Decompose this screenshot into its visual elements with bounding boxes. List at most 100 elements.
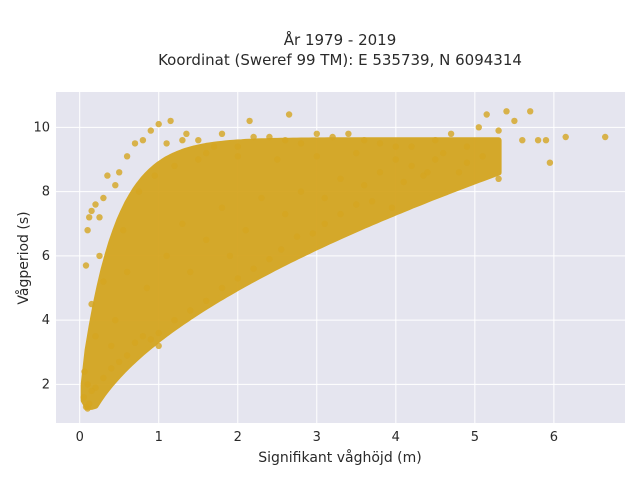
- data-point: [163, 140, 170, 147]
- data-point: [400, 178, 407, 186]
- data-point: [534, 137, 542, 144]
- x-tick-label: 3: [313, 430, 321, 445]
- data-point: [187, 307, 194, 314]
- y-axis-title: Vågperiod (s): [15, 211, 32, 304]
- data-point: [282, 210, 289, 218]
- data-point: [92, 333, 99, 340]
- data-point: [242, 227, 249, 234]
- data-points: [80, 108, 609, 412]
- data-point: [195, 137, 202, 144]
- data-point: [218, 130, 226, 137]
- data-point: [234, 275, 241, 282]
- data-point: [108, 365, 115, 372]
- data-point: [203, 236, 210, 243]
- chart-title-line-1: År 1979 - 2019: [284, 30, 397, 49]
- data-point: [96, 252, 103, 260]
- data-point: [285, 111, 293, 118]
- data-point: [376, 169, 384, 176]
- data-point: [408, 162, 415, 170]
- data-point: [131, 140, 139, 147]
- data-point: [123, 268, 131, 276]
- data-point: [432, 137, 439, 144]
- data-point: [274, 156, 281, 163]
- y-tick-label: 10: [33, 120, 50, 135]
- data-point: [511, 117, 518, 125]
- data-point: [96, 214, 103, 221]
- data-point: [82, 262, 90, 269]
- data-point: [147, 127, 154, 134]
- data-point: [234, 143, 241, 150]
- data-point: [368, 198, 376, 205]
- data-point: [353, 149, 360, 157]
- data-point: [100, 278, 107, 285]
- data-point: [455, 169, 463, 176]
- data-point: [86, 214, 93, 221]
- data-point: [376, 140, 384, 147]
- data-point: [104, 172, 111, 179]
- data-point: [167, 117, 174, 125]
- data-point: [226, 252, 234, 260]
- x-tick-label: 4: [392, 430, 400, 445]
- data-point: [171, 317, 178, 324]
- data-point: [313, 153, 320, 160]
- data-point: [282, 137, 289, 144]
- data-point: [88, 387, 95, 395]
- data-point: [463, 159, 471, 166]
- x-tick-label: 2: [234, 430, 242, 445]
- data-point: [337, 210, 344, 218]
- data-point: [361, 137, 368, 144]
- data-point: [408, 143, 415, 150]
- data-point: [503, 108, 510, 115]
- data-point: [112, 317, 119, 324]
- data-point: [218, 204, 226, 211]
- data-point: [203, 297, 210, 305]
- data-point: [246, 117, 253, 125]
- data-point: [139, 137, 147, 144]
- data-point: [250, 133, 257, 141]
- data-point: [108, 342, 115, 350]
- data-point: [353, 201, 360, 208]
- data-point: [151, 172, 158, 179]
- data-point: [147, 336, 154, 343]
- data-point: [100, 194, 107, 202]
- data-point: [131, 339, 139, 346]
- data-point: [179, 137, 186, 144]
- data-point: [183, 130, 190, 137]
- data-point: [81, 368, 88, 375]
- y-tick-label: 8: [42, 185, 50, 200]
- data-point: [203, 149, 210, 157]
- data-point: [163, 252, 170, 260]
- data-point: [123, 352, 131, 359]
- data-point: [483, 111, 490, 118]
- x-tick-label: 6: [550, 430, 558, 445]
- x-tick-label: 1: [155, 430, 163, 445]
- data-point: [278, 246, 285, 253]
- data-point: [266, 255, 273, 263]
- data-point: [392, 143, 399, 150]
- data-point: [293, 233, 301, 240]
- data-point: [562, 133, 569, 141]
- data-point: [519, 137, 526, 144]
- data-point: [329, 133, 336, 141]
- data-point: [297, 140, 305, 147]
- data-point: [210, 143, 218, 150]
- data-point: [92, 201, 99, 208]
- data-point: [321, 220, 328, 227]
- data-point: [392, 156, 399, 163]
- x-tick-label: 5: [471, 430, 479, 445]
- data-point: [321, 194, 328, 202]
- data-point: [155, 329, 162, 337]
- data-point: [546, 159, 554, 166]
- data-point: [495, 127, 502, 134]
- x-axis-ticks: 0 1 2 3 4 5 6: [76, 430, 558, 445]
- data-point: [258, 194, 265, 202]
- data-point: [116, 358, 123, 366]
- y-tick-label: 4: [42, 313, 50, 328]
- y-tick-label: 2: [42, 377, 50, 392]
- x-axis-title: Signifikant våghöjd (m): [258, 449, 421, 466]
- data-point: [388, 204, 396, 211]
- data-point: [337, 175, 344, 182]
- data-point: [84, 227, 91, 234]
